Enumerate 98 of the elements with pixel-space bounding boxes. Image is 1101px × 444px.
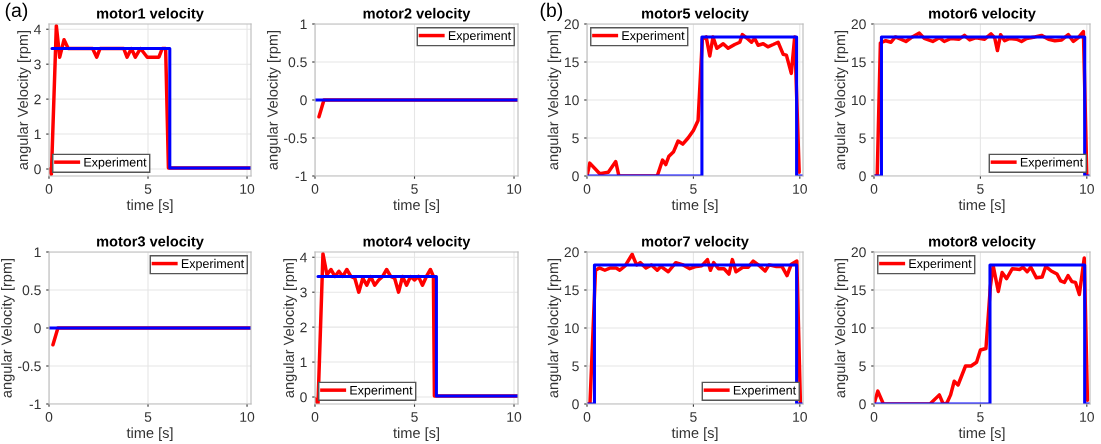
y-tick-label: -0.5 xyxy=(284,133,307,144)
y-tick-label: 2 xyxy=(300,322,307,333)
y-tick-label: 10 xyxy=(564,95,579,106)
x-axis-title: time [s] xyxy=(126,199,173,213)
y-tick-label: 2 xyxy=(34,94,41,105)
legend-label: Experiment xyxy=(448,30,512,43)
y-tick-label: 10 xyxy=(851,95,866,106)
y-tick-label: -1 xyxy=(29,399,41,410)
legend-label: Experiment xyxy=(909,258,972,271)
y-tick-label: 0 xyxy=(572,171,579,182)
legend-label: Experiment xyxy=(733,385,797,398)
x-tick-label: 10 xyxy=(793,412,807,422)
x-tick-label: 10 xyxy=(240,184,255,194)
y-tick-label: 1 xyxy=(34,247,41,258)
y-axis-title: angular Velocity [rpm] xyxy=(834,258,849,398)
x-axis-title: time [s] xyxy=(671,427,718,441)
y-axis-title: angular Velocity [rpm] xyxy=(547,258,562,398)
x-tick-label: 5 xyxy=(977,412,984,422)
y-tick-label: 20 xyxy=(851,247,866,258)
y-tick-label: 4 xyxy=(33,24,41,35)
y-tick-label: 15 xyxy=(564,57,579,68)
x-axis-title: time [s] xyxy=(126,427,173,441)
x-tick-label: 0 xyxy=(45,412,53,422)
x-axis-title: time [s] xyxy=(671,199,718,213)
y-tick-label: 0 xyxy=(859,399,866,410)
legend-label: Experiment xyxy=(350,385,413,398)
chart-title: motor8 velocity xyxy=(929,235,1036,250)
y-tick-label: 3 xyxy=(34,59,41,70)
y-tick-label: 4 xyxy=(299,252,307,263)
y-tick-label: 0 xyxy=(300,392,307,403)
x-tick-label: 5 xyxy=(690,412,697,422)
x-axis-title: time [s] xyxy=(958,427,1005,441)
chart-title: motor4 velocity xyxy=(363,235,471,250)
legend-label: Experiment xyxy=(181,258,245,271)
y-tick-label: 0 xyxy=(859,171,866,182)
x-axis-title: time [s] xyxy=(958,199,1005,213)
x-tick-label: 0 xyxy=(870,184,878,194)
legend-label: Experiment xyxy=(622,30,685,43)
y-tick-label: 3 xyxy=(300,287,307,298)
y-tick-label: 0 xyxy=(34,164,41,175)
y-tick-label: 0 xyxy=(572,399,579,410)
x-tick-label: 0 xyxy=(311,184,319,194)
y-tick-label: 0.5 xyxy=(288,57,307,68)
y-tick-label: 5 xyxy=(572,133,579,144)
x-tick-label: 5 xyxy=(411,184,418,194)
x-tick-label: 5 xyxy=(690,184,697,194)
x-tick-label: 5 xyxy=(144,412,152,422)
chart-title: motor6 velocity xyxy=(929,7,1036,22)
chart-title: motor3 velocity xyxy=(97,235,204,250)
x-tick-label: 0 xyxy=(45,184,53,194)
x-tick-label: 0 xyxy=(311,412,319,422)
y-tick-label: 0.5 xyxy=(22,285,41,296)
y-tick-label: 5 xyxy=(859,133,866,144)
legend-label: Experiment xyxy=(84,157,147,170)
y-tick-label: 20 xyxy=(564,19,579,30)
y-tick-label: 15 xyxy=(564,285,579,296)
x-tick-label: 5 xyxy=(144,184,152,194)
chart-title: motor2 velocity xyxy=(363,7,471,22)
y-tick-label: 10 xyxy=(851,323,866,334)
y-tick-label: 0 xyxy=(34,323,41,334)
y-tick-label: 10 xyxy=(564,323,579,334)
x-axis-title: time [s] xyxy=(393,199,439,213)
y-tick-label: 5 xyxy=(859,361,866,372)
y-tick-label: 1 xyxy=(300,19,307,30)
x-tick-label: 0 xyxy=(583,184,591,194)
chart-title: motor1 velocity xyxy=(97,7,204,22)
x-tick-label: 5 xyxy=(411,412,418,422)
y-axis-title: angular Velocity [rpm] xyxy=(547,30,562,170)
legend-label: Experiment xyxy=(1020,157,1084,170)
x-tick-label: 0 xyxy=(583,412,591,422)
y-axis-title: angular Velocity [rpm] xyxy=(834,30,849,170)
x-tick-label: 10 xyxy=(1080,412,1094,422)
y-tick-label: 15 xyxy=(851,285,866,296)
y-tick-label: 20 xyxy=(851,19,866,30)
text: (b) xyxy=(540,2,563,21)
y-tick-label: 5 xyxy=(572,361,579,372)
y-tick-label: -0.5 xyxy=(18,361,41,372)
x-axis-title: time [s] xyxy=(393,427,439,441)
x-tick-label: 10 xyxy=(793,184,807,194)
y-tick-label: 1 xyxy=(300,357,307,368)
y-axis-title: angular Velocity [rpm] xyxy=(17,30,31,170)
y-axis-title: angular Velocity [rpm] xyxy=(267,30,281,170)
x-tick-label: 10 xyxy=(240,412,255,422)
x-tick-label: 10 xyxy=(507,412,522,422)
x-tick-label: 10 xyxy=(507,184,522,194)
x-tick-label: 10 xyxy=(1080,184,1094,194)
text: (a) xyxy=(5,2,28,21)
y-axis-title: angular Velocity [rpm] xyxy=(1,258,15,398)
y-tick-label: -1 xyxy=(295,171,307,182)
y-tick-label: 0 xyxy=(300,95,307,106)
chart-title: motor7 velocity xyxy=(642,235,749,250)
y-tick-label: 15 xyxy=(851,57,866,68)
y-axis-title: angular Velocity [rpm] xyxy=(283,258,297,398)
chart-title: motor5 velocity xyxy=(642,7,749,22)
x-tick-label: 0 xyxy=(870,412,878,422)
x-tick-label: 5 xyxy=(977,184,984,194)
y-tick-label: 20 xyxy=(564,247,579,258)
y-tick-label: 1 xyxy=(34,129,41,140)
